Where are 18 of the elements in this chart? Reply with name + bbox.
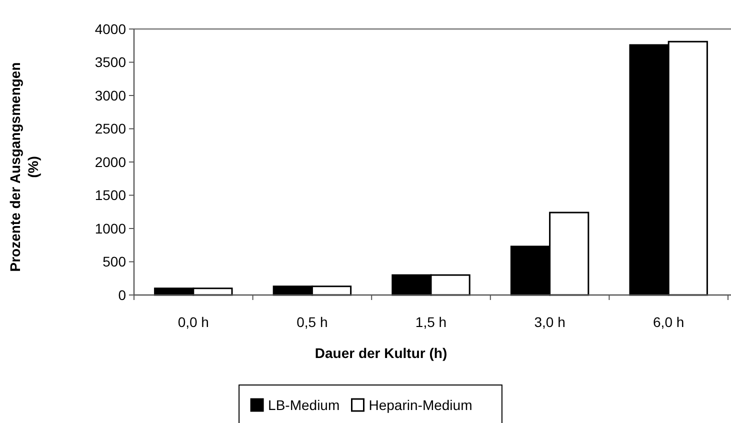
y-tick-label: 2000 — [94, 154, 126, 170]
x-axis-title: Dauer der Kultur (h) — [314, 345, 448, 361]
x-tick-label: 6,0 h — [653, 314, 684, 330]
x-tick-label: 3,0 h — [534, 314, 566, 330]
legend-label: Heparin-Medium — [368, 396, 472, 413]
y-tick-label: 2500 — [94, 120, 126, 137]
legend-label: LB-Medium — [268, 396, 340, 413]
x-tick-label: 0,5 h — [296, 314, 328, 330]
y-tick-label: 3500 — [94, 54, 126, 70]
y-tick-label: 500 — [102, 254, 126, 270]
y-tick-label: 3000 — [94, 87, 126, 104]
x-tick-label: 1,5 h — [415, 314, 447, 330]
y-tick-label: 4000 — [94, 20, 126, 37]
x-tick-label: 0,0 h — [178, 314, 209, 330]
y-tick-label: 1000 — [94, 220, 126, 236]
y-tick-label: 0 — [118, 286, 126, 303]
y-tick-label: 1500 — [94, 187, 126, 204]
y-axis-title: Prozente der Ausgangsmengen (%) — [7, 62, 41, 272]
